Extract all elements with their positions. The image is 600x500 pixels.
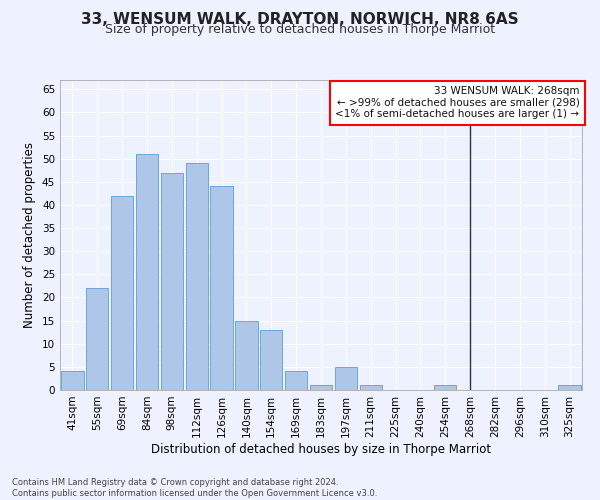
Bar xyxy=(285,372,307,390)
Text: Size of property relative to detached houses in Thorpe Marriot: Size of property relative to detached ho… xyxy=(105,22,495,36)
Text: Contains HM Land Registry data © Crown copyright and database right 2024.
Contai: Contains HM Land Registry data © Crown c… xyxy=(12,478,377,498)
Bar xyxy=(235,320,257,390)
Bar xyxy=(559,386,581,390)
Bar xyxy=(161,172,183,390)
Bar xyxy=(335,367,357,390)
X-axis label: Distribution of detached houses by size in Thorpe Marriot: Distribution of detached houses by size … xyxy=(151,442,491,456)
Bar xyxy=(359,386,382,390)
Bar xyxy=(136,154,158,390)
Bar xyxy=(310,386,332,390)
Text: 33, WENSUM WALK, DRAYTON, NORWICH, NR8 6AS: 33, WENSUM WALK, DRAYTON, NORWICH, NR8 6… xyxy=(81,12,519,28)
Bar xyxy=(61,372,83,390)
Bar xyxy=(260,330,283,390)
Y-axis label: Number of detached properties: Number of detached properties xyxy=(23,142,37,328)
Text: 33 WENSUM WALK: 268sqm
← >99% of detached houses are smaller (298)
<1% of semi-d: 33 WENSUM WALK: 268sqm ← >99% of detache… xyxy=(335,86,580,120)
Bar xyxy=(211,186,233,390)
Bar xyxy=(434,386,457,390)
Bar xyxy=(185,164,208,390)
Bar xyxy=(111,196,133,390)
Bar xyxy=(86,288,109,390)
